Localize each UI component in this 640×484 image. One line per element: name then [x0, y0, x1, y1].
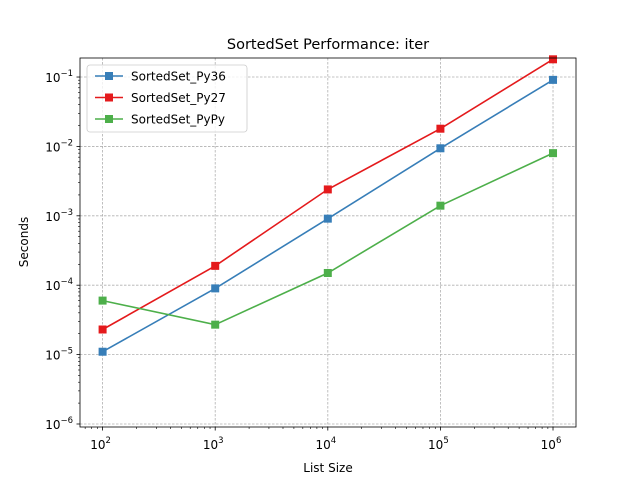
series-SortedSet_Py36	[98, 75, 558, 356]
data-point	[436, 201, 445, 210]
data-point	[436, 144, 445, 153]
series-group	[98, 55, 558, 356]
data-point	[98, 347, 107, 356]
data-point	[549, 75, 558, 84]
legend-label: SortedSet_PyPy	[131, 113, 225, 127]
legend: SortedSet_Py36 SortedSet_Py27 SortedSet_Py…	[86, 64, 248, 133]
legend-entry: SortedSet_Py36	[95, 70, 226, 84]
series-SortedSet_PyPy	[98, 149, 558, 329]
data-point	[323, 185, 332, 194]
legend-marker	[105, 115, 113, 123]
data-point	[549, 149, 558, 158]
legend-entry: SortedSet_Py27	[95, 91, 226, 105]
data-point	[211, 261, 220, 270]
legend-label: SortedSet_Py27	[131, 91, 226, 105]
legend-label: SortedSet_Py36	[131, 70, 226, 84]
legend-marker	[105, 72, 113, 80]
legend-marker	[105, 93, 113, 102]
data-point	[98, 296, 107, 305]
plot-frame	[79, 57, 577, 428]
legend-entry: SortedSet_PyPy	[95, 113, 225, 127]
data-point	[549, 55, 558, 64]
data-point	[98, 325, 107, 334]
legend-box	[86, 64, 248, 133]
y-axis-label: Seconds	[17, 217, 31, 267]
data-point	[211, 284, 220, 293]
chart-title: SortedSet Performance: iter	[227, 37, 429, 53]
series-SortedSet_Py27	[98, 55, 558, 334]
data-point	[323, 268, 332, 277]
data-point	[323, 214, 332, 223]
data-point	[211, 320, 220, 329]
x-axis-label: List Size	[303, 461, 352, 475]
data-point	[436, 124, 445, 133]
